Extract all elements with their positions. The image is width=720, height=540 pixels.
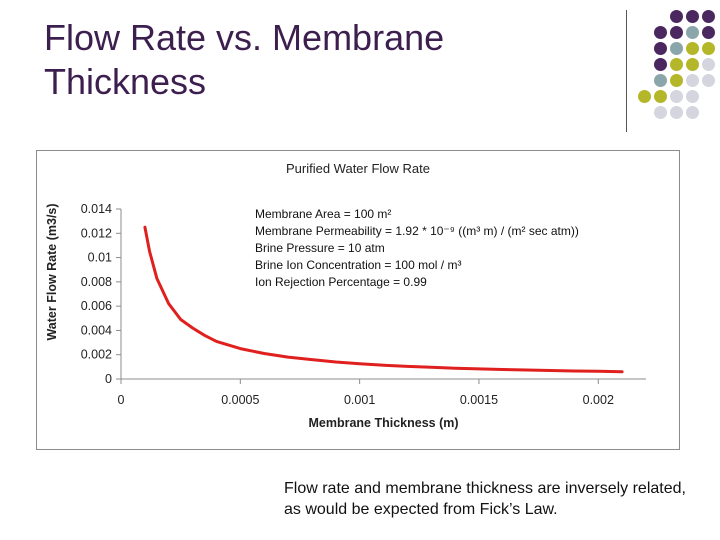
annotation-brine-pressure: Brine Pressure = 10 atm xyxy=(255,241,385,255)
y-tick-label: 0 xyxy=(105,372,112,386)
decorative-dot xyxy=(654,26,667,39)
chart-svg: 0 0.002 0.004 0.006 0.008 0.01 0.012 0.014 0 0.00… xyxy=(81,202,646,407)
decorative-dot xyxy=(638,26,651,39)
decorative-dot xyxy=(702,106,715,119)
x-tick-label: 0.002 xyxy=(583,393,614,407)
decorative-dot xyxy=(686,74,699,87)
decorative-dot xyxy=(670,90,683,103)
y-tick-label: 0.002 xyxy=(81,348,112,362)
decorative-dot xyxy=(654,74,667,87)
decorative-dot xyxy=(670,106,683,119)
x-axis-label: Membrane Thickness (m) xyxy=(308,416,459,430)
y-tick-label: 0.008 xyxy=(81,275,112,289)
decorative-dot xyxy=(686,58,699,71)
decorative-dot xyxy=(686,26,699,39)
decorative-dot xyxy=(702,42,715,55)
annotation-membrane-area: Membrane Area = 100 m² xyxy=(255,207,392,221)
decorative-dot xyxy=(654,90,667,103)
decorative-dot xyxy=(670,42,683,55)
x-tick-label: 0.0015 xyxy=(460,393,498,407)
decorative-dot xyxy=(638,90,651,103)
decorative-dot xyxy=(638,58,651,71)
decorative-dot-grid xyxy=(638,10,715,119)
decorative-dot xyxy=(638,10,651,23)
decorative-dot xyxy=(702,26,715,39)
annotation-ion-rejection: Ion Rejection Percentage = 0.99 xyxy=(255,275,427,289)
flow-rate-line xyxy=(143,225,624,374)
chart-annotations: Membrane Area = 100 m² Membrane Permeabi… xyxy=(255,206,675,291)
y-tick-label: 0.014 xyxy=(81,202,112,216)
y-tick-label: 0.01 xyxy=(88,251,112,265)
decorative-dot xyxy=(686,106,699,119)
annotation-membrane-permeability: Membrane Permeability = 1.92 * 10⁻⁹ ((m³… xyxy=(255,224,579,238)
decorative-dot xyxy=(654,42,667,55)
decorative-dot xyxy=(686,42,699,55)
decorative-dot xyxy=(670,74,683,87)
x-tick-label: 0.001 xyxy=(344,393,375,407)
y-tick-label: 0.004 xyxy=(81,323,112,337)
decorative-dot xyxy=(654,10,667,23)
annotation-brine-ion-concentration: Brine Ion Concentration = 100 mol / m³ xyxy=(255,258,462,272)
decorative-dot xyxy=(686,10,699,23)
title-divider xyxy=(626,10,627,132)
y-axis-label: Water Flow Rate (m3/s) xyxy=(45,203,59,341)
slide-title: Flow Rate vs. Membrane Thickness xyxy=(44,17,445,102)
y-tick-label: 0.006 xyxy=(81,299,112,313)
decorative-dot xyxy=(702,10,715,23)
decorative-dot xyxy=(702,58,715,71)
decorative-dot xyxy=(638,42,651,55)
x-tick-label: 0 xyxy=(118,393,125,407)
decorative-dot xyxy=(670,10,683,23)
x-tick-label: 0.0005 xyxy=(221,393,259,407)
chart-frame: 0 0.002 0.004 0.006 0.008 0.01 0.012 0.014 0 0.00… xyxy=(36,150,680,450)
decorative-dot xyxy=(638,74,651,87)
decorative-dot xyxy=(702,74,715,87)
decorative-dot xyxy=(702,90,715,103)
decorative-dot xyxy=(654,58,667,71)
decorative-dot xyxy=(654,106,667,119)
slide-caption: Flow rate and membrane thickness are inv… xyxy=(284,480,686,518)
decorative-dot xyxy=(638,106,651,119)
decorative-dot xyxy=(670,26,683,39)
chart-title: Purified Water Flow Rate xyxy=(285,161,430,176)
decorative-dot xyxy=(686,90,699,103)
y-tick-label: 0.012 xyxy=(81,226,112,240)
decorative-dot xyxy=(670,58,683,71)
